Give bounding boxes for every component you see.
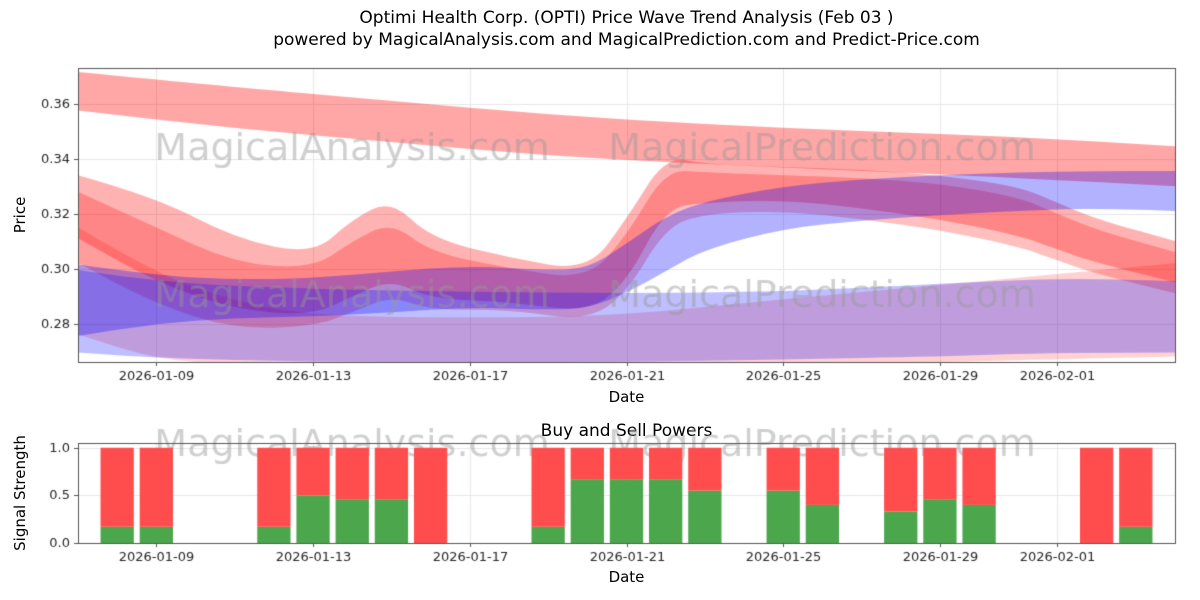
date-axis-label-top: Date — [608, 388, 645, 406]
figure-title-line1: Optimi Health Corp. (OPTI) Price Wave Tr… — [359, 8, 894, 28]
date-axis-label-bottom: Date — [608, 568, 645, 586]
figure-title-line2: powered by MagicalAnalysis.com and Magic… — [273, 30, 980, 50]
price-trend-chart-canvas — [0, 55, 1200, 395]
buy-sell-powers-chart-canvas — [0, 420, 1200, 570]
